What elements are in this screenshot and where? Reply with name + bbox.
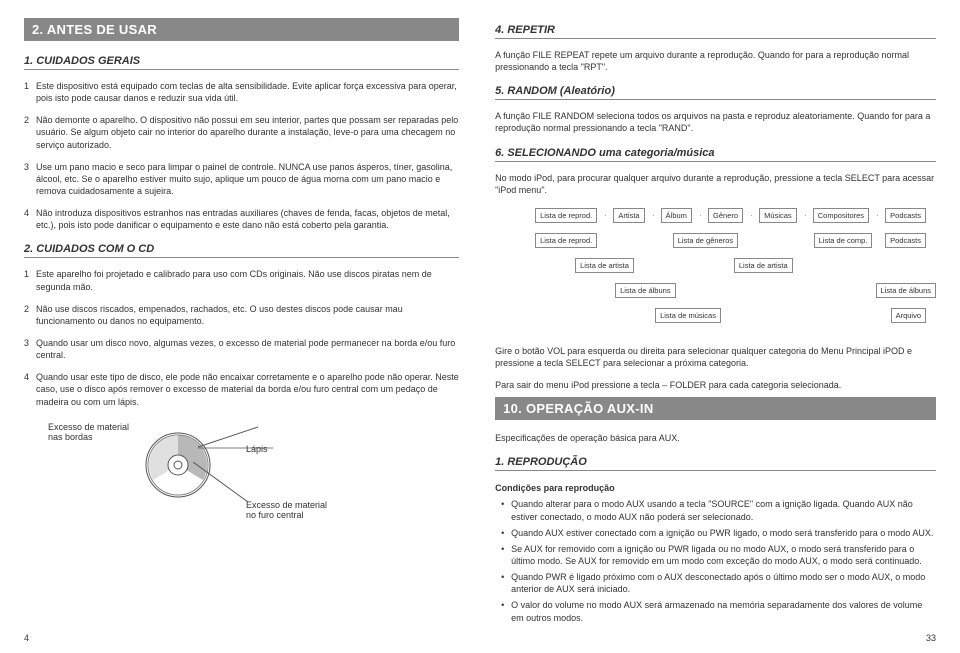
- bullet-icon: •: [501, 571, 511, 595]
- item-text: Não demonte o aparelho. O dispositivo nã…: [36, 114, 459, 150]
- tree-node: Lista de artista: [575, 258, 634, 273]
- bullet-icon: •: [501, 543, 511, 567]
- subsection-1-1: 1. CUIDADOS GERAIS: [24, 55, 459, 70]
- tree-row-2: Lista de reprod. Lista de gêneros Lista …: [535, 233, 926, 248]
- care-item: 2 Não demonte o aparelho. O dispositivo …: [24, 114, 459, 150]
- cd-edge-label: Excesso de material nas bordas: [48, 422, 129, 442]
- tree-node: Lista de artista: [734, 258, 793, 273]
- right-column: 4. REPETIR A função FILE REPEAT repete u…: [477, 18, 936, 641]
- page-number-right: 33: [926, 633, 936, 643]
- condition-bullet: • Se AUX for removido com a ignição ou P…: [501, 543, 936, 567]
- bullet-text: Quando alterar para o modo AUX usando a …: [511, 498, 936, 522]
- tree-node: Artista: [613, 208, 644, 223]
- tree-row-4: Lista de álbuns Lista de álbuns: [615, 283, 936, 298]
- aux-spec-text: Especificações de operação básica para A…: [495, 432, 936, 444]
- tree-node: Lista de comp.: [814, 233, 873, 248]
- item-text: Este aparelho foi projetado e calibrado …: [36, 268, 459, 292]
- subsection-1-2: 2. CUIDADOS COM O CD: [24, 243, 459, 258]
- cd-edge-label-line2: nas bordas: [48, 432, 129, 442]
- item-text: Este dispositivo está equipado com tecla…: [36, 80, 459, 104]
- vol-instruction: Gire o botão VOL para esquerda ou direit…: [495, 345, 936, 369]
- cd-diagram: Excesso de material nas bordas Lápis Exc…: [48, 422, 459, 542]
- bullet-text: Se AUX for removido com a ignição ou PWR…: [511, 543, 936, 567]
- cd-edge-label-line1: Excesso de material: [48, 422, 129, 432]
- tree-node: Gênero: [708, 208, 743, 223]
- center-hole-label: Excesso de material no furo central: [246, 500, 327, 520]
- item-number: 2: [24, 303, 36, 327]
- tree-row-5: Lista de músicas Arquivo: [655, 308, 926, 323]
- exit-instruction: Para sair do menu iPod pressione a tecla…: [495, 379, 936, 391]
- select-text: No modo iPod, para procurar qualquer arq…: [495, 172, 936, 196]
- pencil-label: Lápis: [246, 444, 268, 454]
- item-text: Não introduza dispositivos estranhos nas…: [36, 207, 459, 231]
- cd-care-item: 3 Quando usar um disco novo, algumas vez…: [24, 337, 459, 361]
- care-item: 4 Não introduza dispositivos estranhos n…: [24, 207, 459, 231]
- center-hole-label-line2: no furo central: [246, 510, 327, 520]
- tree-node: Lista de músicas: [655, 308, 721, 323]
- repeat-text: A função FILE REPEAT repete um arquivo d…: [495, 49, 936, 73]
- item-number: 3: [24, 161, 36, 197]
- center-hole-label-line1: Excesso de material: [246, 500, 327, 510]
- bullet-icon: •: [501, 599, 511, 623]
- section-10-title: 10. OPERAÇÃO AUX-IN: [495, 397, 936, 420]
- condition-bullet: • Quando AUX estiver conectado com a ign…: [501, 527, 936, 539]
- tree-node: Podcasts: [885, 233, 926, 248]
- page-number-left: 4: [24, 633, 29, 643]
- tree-node: Lista de reprod.: [535, 208, 597, 223]
- tree-node: Lista de gêneros: [673, 233, 738, 248]
- item-text: Quando usar este tipo de disco, ele pode…: [36, 371, 459, 407]
- tree-node: Podcasts: [885, 208, 926, 223]
- tree-node: Lista de reprod.: [535, 233, 597, 248]
- item-number: 3: [24, 337, 36, 361]
- bullet-text: Quando AUX estiver conectado com a igniç…: [511, 527, 936, 539]
- tree-node: Álbum: [661, 208, 692, 223]
- item-number: 1: [24, 80, 36, 104]
- tree-node: Lista de álbuns: [876, 283, 936, 298]
- subsection-10-1: 1. REPRODUÇÃO: [495, 456, 936, 471]
- tree-row-3: Lista de artista Lista de artista: [575, 258, 936, 273]
- care-item: 3 Use um pano macio e seco para limpar o…: [24, 161, 459, 197]
- care-item: 1 Este dispositivo está equipado com tec…: [24, 80, 459, 104]
- bullet-icon: •: [501, 498, 511, 522]
- subsection-select: 6. SELECIONANDO uma categoria/música: [495, 147, 936, 162]
- condition-bullet: • Quando alterar para o modo AUX usando …: [501, 498, 936, 522]
- item-text: Quando usar um disco novo, algumas vezes…: [36, 337, 459, 361]
- cd-care-item: 1 Este aparelho foi projetado e calibrad…: [24, 268, 459, 292]
- subsection-random: 5. RANDOM (Aleatório): [495, 85, 936, 100]
- tree-node: Músicas: [759, 208, 797, 223]
- item-number: 4: [24, 207, 36, 231]
- tree-row-1: Lista de reprod. Artista Álbum Gênero Mú…: [535, 208, 926, 223]
- ipod-menu-tree: Lista de reprod. Artista Álbum Gênero Mú…: [495, 208, 936, 333]
- item-number: 2: [24, 114, 36, 150]
- tree-node: Lista de álbuns: [615, 283, 675, 298]
- tree-node: Arquivo: [891, 308, 926, 323]
- bullet-text: O valor do volume no modo AUX será armaz…: [511, 599, 936, 623]
- condition-bullet: • Quando PWR é ligado próximo com o AUX …: [501, 571, 936, 595]
- bullet-text: Quando PWR é ligado próximo com o AUX de…: [511, 571, 936, 595]
- bullet-icon: •: [501, 527, 511, 539]
- item-text: Use um pano macio e seco para limpar o p…: [36, 161, 459, 197]
- item-text: Não use discos riscados, empenados, rach…: [36, 303, 459, 327]
- condition-bullet: • O valor do volume no modo AUX será arm…: [501, 599, 936, 623]
- item-number: 4: [24, 371, 36, 407]
- random-text: A função FILE RANDOM seleciona todos os …: [495, 110, 936, 134]
- cd-care-item: 4 Quando usar este tipo de disco, ele po…: [24, 371, 459, 407]
- conditions-heading: Condições para reprodução: [495, 483, 936, 493]
- tree-node: Compositores: [813, 208, 869, 223]
- subsection-repeat: 4. REPETIR: [495, 24, 936, 39]
- left-column: 2. ANTES DE USAR 1. CUIDADOS GERAIS 1 Es…: [24, 18, 477, 641]
- section-2-title: 2. ANTES DE USAR: [24, 18, 459, 41]
- cd-care-item: 2 Não use discos riscados, empenados, ra…: [24, 303, 459, 327]
- item-number: 1: [24, 268, 36, 292]
